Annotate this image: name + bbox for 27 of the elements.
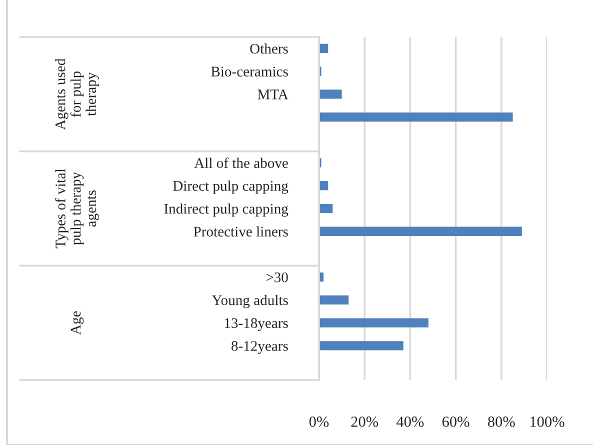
y-tick-label: All of the above [194, 158, 288, 168]
x-tick-label: 100% [530, 416, 564, 427]
y-tick-label: 8-12years [232, 341, 288, 354]
y-tick-label: Protective liners [194, 226, 288, 237]
bar [319, 204, 333, 214]
bar [319, 90, 342, 99]
bar [319, 341, 404, 350]
text: Agents used for pulp therapy [55, 58, 99, 130]
bar [319, 318, 428, 328]
x-tick-label: 60% [442, 416, 470, 427]
text: Types of vital pulp therapy agents [55, 168, 99, 248]
y-tick-label: Direct pulp capping [173, 180, 288, 194]
bar [319, 112, 513, 122]
x-tick-label: 20% [351, 416, 378, 427]
y-tick-label: MTA [258, 90, 288, 100]
y-tick-label: >30 [266, 272, 288, 282]
y-tick-label: 13-18years [224, 318, 288, 332]
text: Age [70, 311, 84, 335]
x-tick-label: 0% [309, 416, 329, 427]
y-tick-label: Bio-ceramics [211, 66, 288, 77]
y-tick-label: Young adults [212, 294, 288, 308]
x-tick-label: 80% [488, 416, 515, 427]
bar [319, 226, 522, 236]
x-tick-label: 40% [396, 416, 424, 427]
bar [319, 295, 349, 305]
y-tick-label: Others [250, 43, 288, 54]
y-tick-label: Indirect pulp capping [164, 203, 288, 217]
